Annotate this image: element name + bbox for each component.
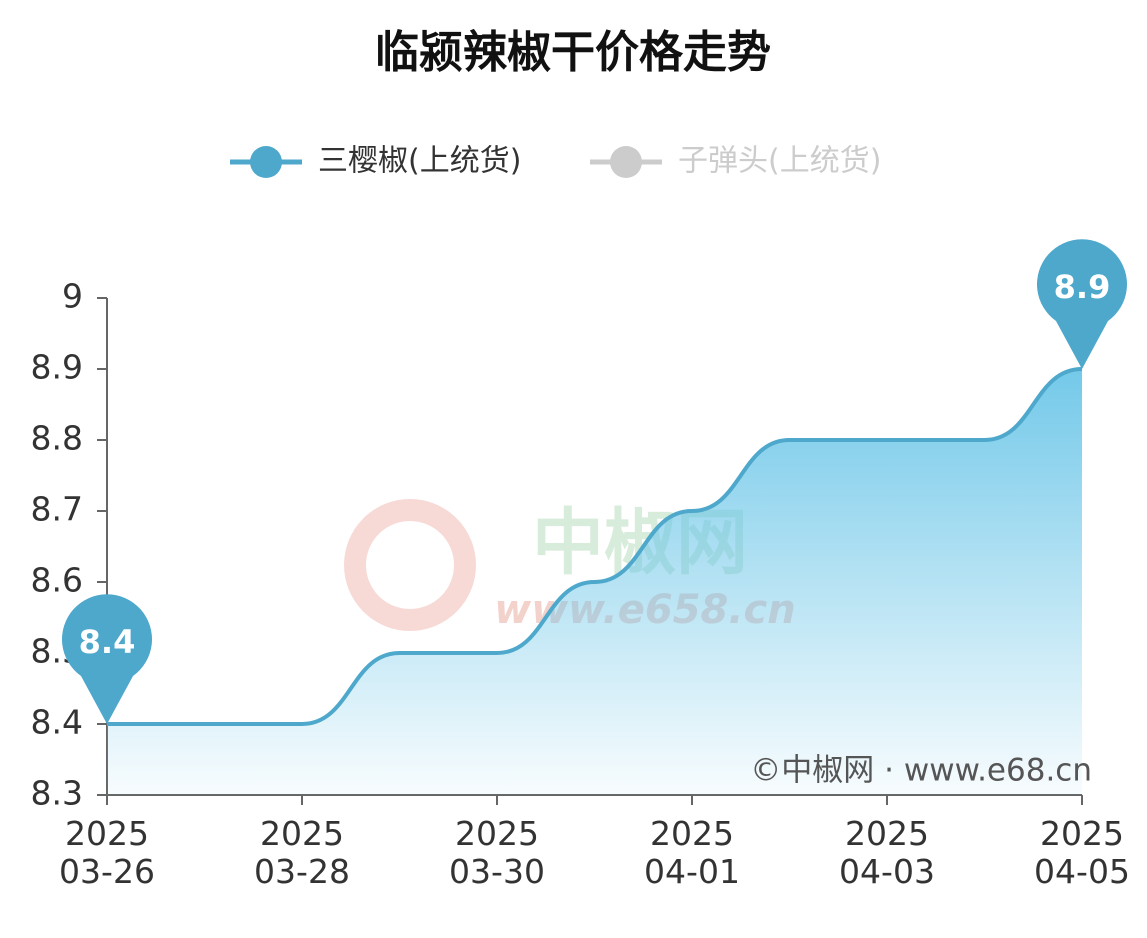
x-tick-label: 2025 04-05	[1034, 814, 1130, 891]
y-tick-label: 8.4	[31, 703, 83, 742]
legend-marker[interactable]	[250, 146, 282, 178]
y-tick-label: 9	[62, 277, 83, 316]
data-label: 8.4	[79, 623, 136, 661]
x-tick-label: 2025 03-28	[254, 814, 350, 891]
pin	[62, 594, 153, 724]
legend-label: 子弹头(上统货)	[678, 144, 881, 179]
legend-marker[interactable]	[610, 146, 642, 178]
watermark-logo	[344, 499, 476, 631]
chart-title: 临颍辣椒干价格走势	[375, 27, 771, 78]
line	[106, 367, 1083, 727]
credit: ©中椒网 · www.e68.cn	[750, 753, 1092, 789]
x-tick-label: 2025 03-26	[59, 814, 155, 891]
y-tick-label: 8.7	[31, 490, 83, 529]
legend-label: 三樱椒(上统货)	[318, 144, 521, 179]
data-label: 8.9	[1054, 268, 1111, 306]
x-tick-label: 2025 04-03	[839, 814, 935, 891]
y-tick-label: 8.3	[31, 774, 83, 813]
y-tick-label: 8.9	[31, 348, 83, 387]
y-tick-label: 8.8	[31, 419, 83, 458]
y-tick-label: 8.6	[31, 561, 83, 600]
x-tick-label: 2025 03-30	[449, 814, 545, 891]
pin	[1037, 239, 1127, 369]
x-tick-label: 2025 04-01	[644, 814, 740, 891]
